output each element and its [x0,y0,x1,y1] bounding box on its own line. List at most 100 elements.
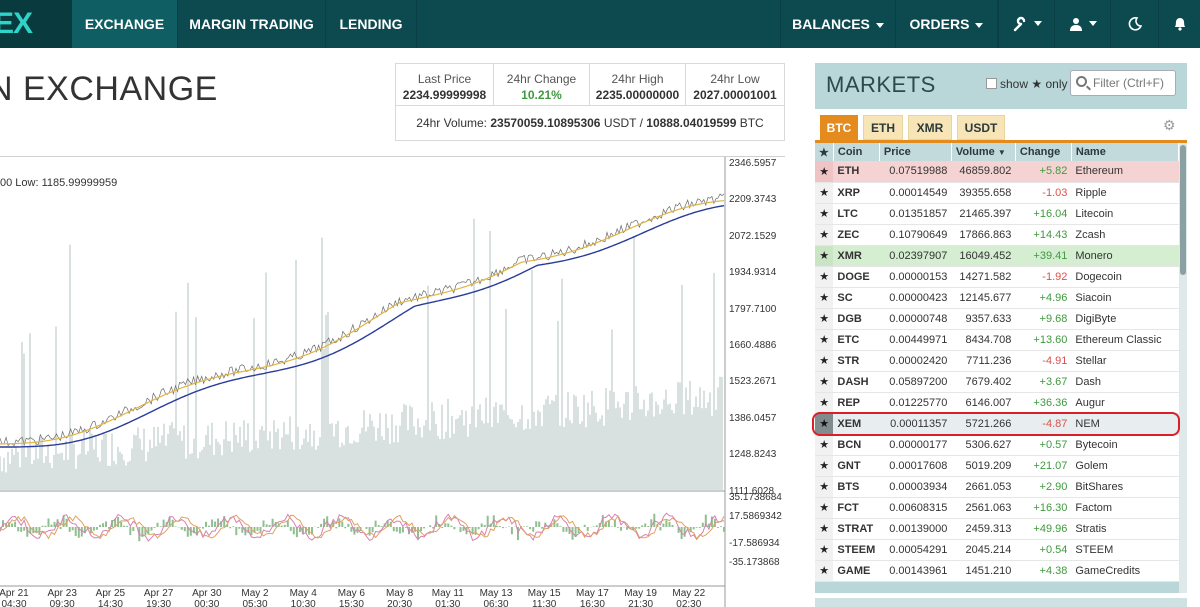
logo[interactable]: EX [0,0,72,48]
star-icon[interactable]: ★ [815,476,834,498]
star-icon[interactable]: ★ [815,371,834,393]
market-row[interactable]: ★ DASH 0.05897200 7679.402 +3.67 Dash [815,371,1179,393]
star-icon[interactable]: ★ [815,224,834,246]
show-starred-only-toggle[interactable]: show ★ only [986,77,1067,91]
tab-xmr[interactable]: XMR [908,115,952,140]
star-icon[interactable]: ★ [815,392,834,414]
coin-name: BitShares [1071,476,1179,498]
time-label: 09:30 [49,599,75,607]
market-row[interactable]: ★ REP 0.01225770 6146.007 +36.36 Augur [815,392,1179,414]
star-icon[interactable]: ★ [815,497,834,519]
coin-symbol: ETC [833,329,880,351]
market-row[interactable]: ★ FCT 0.00608315 2561.063 +16.30 Factom [815,497,1179,519]
star-icon[interactable]: ★ [815,245,834,267]
price-axis-tick: 1523.2671 [729,376,777,388]
checkbox[interactable] [986,78,997,89]
price-chart[interactable]: 00 Low: 1185.99999959 2346.5957 2209.3743… [0,156,785,607]
market-row[interactable]: ★ XRP 0.00014549 39355.658 -1.03 Ripple [815,182,1179,204]
tab-btc[interactable]: BTC [820,115,858,140]
notifications-button[interactable] [1158,0,1200,48]
market-row[interactable]: ★ DGB 0.00000748 9357.633 +9.68 DigiByte [815,308,1179,330]
tools-menu[interactable] [998,0,1054,48]
market-row[interactable]: ★ DOGE 0.00000153 14271.582 -1.92 Dogecoin [815,266,1179,288]
star-column-header[interactable]: ★ [815,143,834,161]
coin-price: 0.00143961 [879,560,952,582]
user-icon [1069,17,1082,31]
star-icon[interactable]: ★ [815,455,834,477]
market-row[interactable]: ★ ETH 0.07519988 46859.802 +5.82 Ethereum [815,161,1179,183]
chart-canvas[interactable] [0,157,785,607]
nav-exchange[interactable]: EXCHANGE [72,0,178,48]
market-row[interactable]: ★ STEEM 0.00054291 2045.214 +0.54 STEEM [815,539,1179,561]
coin-volume: 5306.627 [951,434,1016,456]
star-icon[interactable]: ★ [815,182,834,204]
star-icon[interactable]: ★ [815,539,834,561]
scrollbar-thumb[interactable] [1180,145,1186,275]
market-row[interactable]: ★ ETC 0.00449971 8434.708 +13.60 Ethereum Cla… [815,329,1179,351]
date-axis-tick: May 11 01:30 [423,588,473,607]
filter-input[interactable]: Filter (Ctrl+F) [1070,70,1176,96]
oscillator-axis-tick: -35.173868 [729,557,780,568]
column-name[interactable]: Name [1071,143,1180,161]
gear-icon[interactable]: ⚙ [1163,117,1176,133]
tab-usdt[interactable]: USDT [957,115,1005,140]
star-icon[interactable]: ★ [815,329,834,351]
market-row[interactable]: ★ GAME 0.00143961 1451.210 +4.38 GameCredits [815,560,1179,582]
markets-scrollbar[interactable] [1179,143,1187,593]
coin-price: 0.01351857 [879,203,952,225]
market-row[interactable]: ★ STR 0.00002420 7711.236 -4.91 Stellar [815,350,1179,372]
star-icon[interactable]: ★ [815,203,834,225]
date-axis-tick: May 6 15:30 [326,588,376,607]
star-icon[interactable]: ★ [815,161,834,183]
chevron-down-icon [1033,21,1042,27]
stat-24h-low: 24hr Low 2027.00001001 [686,64,784,106]
coin-change: +4.96 [1015,287,1072,309]
nav-balances[interactable]: BALANCES [780,0,896,48]
account-menu[interactable] [1054,0,1110,48]
market-row[interactable]: ★ BTS 0.00003934 2661.053 +2.90 BitShares [815,476,1179,498]
market-row[interactable]: ★ SC 0.00000423 12145.677 +4.96 Siacoin [815,287,1179,309]
coin-name: Ethereum [1071,161,1179,183]
market-row[interactable]: ★ STRAT 0.00139000 2459.313 +49.96 Stratis [815,518,1179,540]
column-coin[interactable]: Coin [833,143,880,161]
market-row[interactable]: ★ XMR 0.02397907 16049.452 +39.41 Monero [815,245,1179,267]
market-row[interactable]: ★ LTC 0.01351857 21465.397 +16.04 Litecoin [815,203,1179,225]
star-icon[interactable]: ★ [815,287,834,309]
coin-symbol: GAME [833,560,880,582]
nav-margin-trading[interactable]: MARGIN TRADING [178,0,326,48]
coin-name: STEEM [1071,539,1179,561]
coin-symbol: STRAT [833,518,880,540]
market-row[interactable]: ★ ZEC 0.10790649 17866.863 +14.43 Zcash [815,224,1179,246]
volume-btc-unit: BTC [739,116,764,130]
star-icon[interactable]: ★ [815,560,834,582]
lower-panel-edge [815,598,1187,607]
price-axis-tick: 1248.8243 [729,449,777,461]
column-price[interactable]: Price [879,143,952,161]
time-label: 19:30 [146,599,172,607]
date-axis-tick: May 4 10:30 [278,588,328,607]
date-label: May 11 [431,588,464,599]
coin-name: DigiByte [1071,308,1179,330]
moon-icon [1128,16,1142,31]
star-icon[interactable]: ★ [815,434,834,456]
column-volume-label: Volume [955,146,995,158]
star-icon[interactable]: ★ [815,518,834,540]
night-mode-toggle[interactable] [1110,0,1158,48]
price-axis-tick: 2209.3743 [729,194,777,206]
star-icon[interactable]: ★ [815,266,834,288]
tab-eth[interactable]: ETH [863,115,903,140]
star-icon[interactable]: ★ [815,308,834,330]
stat-value: 10.21% [521,88,562,102]
coin-change: +0.57 [1015,434,1072,456]
nav-orders[interactable]: ORDERS [896,0,998,48]
nav-lending[interactable]: LENDING [326,0,417,48]
nav-balances-label: BALANCES [792,16,870,32]
star-icon[interactable]: ★ [815,350,834,372]
column-change[interactable]: Change [1015,143,1072,161]
column-volume[interactable]: Volume ▼ [951,143,1016,161]
market-row[interactable]: ★ BCN 0.00000177 5306.627 +0.57 Bytecoin [815,434,1179,456]
market-row[interactable]: ★ GNT 0.00017608 5019.209 +21.07 Golem [815,455,1179,477]
date-axis-tick: May 17 16:30 [567,588,617,607]
stat-24h-change: 24hr Change 10.21% [494,64,590,106]
coin-change: +9.68 [1015,308,1072,330]
